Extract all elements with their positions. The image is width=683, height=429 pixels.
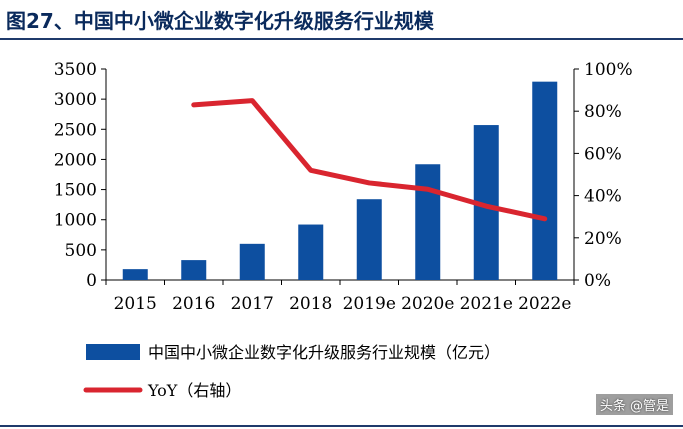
legend-bar-swatch	[86, 344, 140, 360]
bar	[356, 199, 382, 280]
bottom-divider	[0, 425, 683, 427]
y-left-tick-label: 2000	[54, 150, 97, 170]
bar	[239, 243, 265, 280]
y-left-tick-label: 0	[86, 271, 97, 291]
x-tick-label: 2022e	[518, 294, 571, 314]
y-left-tick-label: 3500	[54, 60, 97, 80]
bar	[532, 81, 558, 280]
y-right-tick-label: 80%	[584, 102, 622, 122]
y-left-tick-label: 1500	[54, 181, 97, 201]
x-tick-label: 2016	[172, 294, 215, 314]
y-right-tick-label: 60%	[584, 144, 622, 164]
bar	[122, 269, 148, 280]
chart: 0 500 1000 1500 2000 2500 3000 3500 0% 20% 40% 60% 8…	[54, 60, 633, 400]
y-left-tick-label: 500	[65, 241, 97, 261]
title-bar: 图27、中国中小微企业数字化升级服务行业规模	[0, 0, 683, 40]
x-tick-label: 2017	[231, 294, 274, 314]
x-tick-label: 2020e	[401, 294, 454, 314]
y-right-tick-label: 0%	[584, 271, 611, 291]
yoy-line	[191, 98, 548, 222]
x-tick-label: 2018	[289, 294, 332, 314]
bar	[181, 260, 207, 280]
legend-line-label: YoY（右轴）	[147, 381, 241, 400]
x-tick-label: 2021e	[460, 294, 513, 314]
legend-bar-label: 中国中小微企业数字化升级服务行业规模（亿元）	[148, 343, 500, 362]
y-left-tick-label: 2500	[54, 120, 97, 140]
x-tick-label: 2015	[114, 294, 157, 314]
watermark: 头条 @管是	[595, 394, 673, 415]
y-right-tick-label: 100%	[584, 60, 633, 80]
bar	[298, 224, 324, 280]
y-right-tick-label: 20%	[584, 229, 622, 249]
y-left-tick-label: 3000	[54, 90, 97, 110]
y-right-tick-label: 40%	[584, 187, 622, 207]
x-tick-label: 2019e	[343, 294, 396, 314]
chart-title: 图27、中国中小微企业数字化升级服务行业规模	[6, 9, 434, 33]
bar	[415, 164, 441, 280]
y-left-tick-label: 1000	[54, 211, 97, 231]
